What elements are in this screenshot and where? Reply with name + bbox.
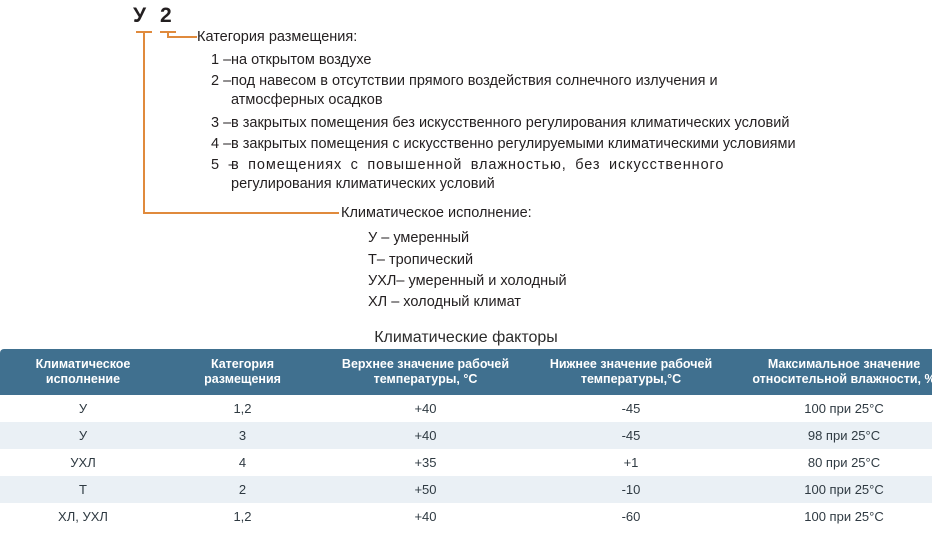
category-item-1-number: 1 – — [211, 52, 232, 68]
cell-lower-temp: -45 — [532, 422, 730, 449]
climate-item-3: УХЛ– умеренный и холодный — [368, 273, 567, 289]
table-header-upper-temp: Верхнее значение рабочей температуры, °С — [319, 349, 532, 395]
th3-line1: Нижнее значение рабочей — [549, 357, 713, 371]
th0-line1: Климатическое — [35, 357, 131, 371]
th0-line2: исполнение — [45, 372, 121, 386]
bracket-stem-climate — [143, 31, 145, 214]
cell-upper-temp: +50 — [319, 476, 532, 503]
table-header-climate-class: Климатическое исполнение — [0, 349, 166, 395]
cell-max-humidity: 98 при 25°С — [730, 422, 932, 449]
table-header-max-humidity: Максимальное значение относительной влаж… — [730, 349, 932, 395]
cell-climate-class: У — [0, 395, 166, 422]
table-header-lower-temp: Нижнее значение рабочей температуры,°С — [532, 349, 730, 395]
cell-max-humidity: 100 при 25°С — [730, 503, 932, 530]
category-item-4-text: в закрытых помещения с искусственно регу… — [231, 136, 796, 152]
cell-lower-temp: -60 — [532, 503, 730, 530]
table-row: Т 2 +50 -10 100 при 25°С — [0, 476, 932, 503]
category-item-5: 5 –в помещениях с повышенной влажностью,… — [211, 155, 724, 177]
category-item-3-text: в закрытых помещения без искусственного … — [231, 115, 790, 131]
category-item-1: 1 –на открытом воздухе — [211, 50, 372, 72]
cell-climate-class: ХЛ, УХЛ — [0, 503, 166, 530]
climate-item-1: У – умеренный — [368, 230, 470, 246]
th1-line1: Категория — [210, 357, 275, 371]
category-item-4: 4 –в закрытых помещения с искусственно р… — [211, 134, 796, 156]
cell-max-humidity: 100 при 25°С — [730, 476, 932, 503]
category-item-3: 3 –в закрытых помещения без искусственно… — [211, 113, 789, 135]
category-item-3-number: 3 – — [211, 115, 232, 131]
cell-max-humidity: 100 при 25°С — [730, 395, 932, 422]
cell-category: 1,2 — [166, 395, 319, 422]
th3-line2: температуры,°С — [580, 372, 682, 386]
climate-item-2: Т– тропический — [368, 252, 474, 268]
bracket-lead-climate — [327, 212, 339, 214]
th2-line2: температуры, °С — [373, 372, 478, 386]
table-row: У 3 +40 -45 98 при 25°С — [0, 422, 932, 449]
table-row: У 1,2 +40 -45 100 при 25°С — [0, 395, 932, 422]
bracket-base-climate — [143, 212, 333, 214]
th2-line1: Верхнее значение рабочей — [341, 357, 510, 371]
bracket-lead-category — [185, 36, 197, 38]
category-item-2-text: под навесом в отсутствии прямого воздейс… — [231, 73, 718, 89]
climate-item-4: ХЛ – холодный климат — [368, 294, 521, 310]
table-element: Климатическое исполнение Категория разме… — [0, 349, 932, 530]
cell-upper-temp: +40 — [319, 503, 532, 530]
cell-upper-temp: +40 — [319, 395, 532, 422]
cell-category: 1,2 — [166, 503, 319, 530]
cell-upper-temp: +40 — [319, 422, 532, 449]
category-item-2-number: 2 – — [211, 73, 232, 89]
category-item-2: 2 –под навесом в отсутствии прямого возд… — [211, 71, 718, 93]
bracket-arm-category — [167, 36, 189, 38]
table-title: Климатические факторы — [374, 329, 558, 346]
table-header-category: Категория размещения — [166, 349, 319, 395]
cell-category: 4 — [166, 449, 319, 476]
cell-category: 2 — [166, 476, 319, 503]
table-row: УХЛ 4 +35 +1 80 при 25°С — [0, 449, 932, 476]
cell-lower-temp: -45 — [532, 395, 730, 422]
cell-upper-temp: +35 — [319, 449, 532, 476]
category-item-5-text: в помещениях с повышенной влажностью, бе… — [231, 157, 725, 173]
cell-lower-temp: -10 — [532, 476, 730, 503]
cell-lower-temp: +1 — [532, 449, 730, 476]
th1-line2: размещения — [204, 372, 281, 386]
designation-climate-symbol: У — [133, 4, 147, 27]
cell-climate-class: У — [0, 422, 166, 449]
category-item-2-continuation: атмосферных осадков — [231, 92, 383, 108]
cell-category: 3 — [166, 422, 319, 449]
table-header-row: Климатическое исполнение Категория разме… — [0, 349, 932, 395]
climate-heading: Климатическое исполнение: — [341, 205, 532, 221]
bracket-stem-category — [167, 31, 169, 38]
cell-climate-class: Т — [0, 476, 166, 503]
category-item-5-number: 5 – — [211, 157, 238, 173]
category-item-4-number: 4 – — [211, 136, 232, 152]
cell-climate-class: УХЛ — [0, 449, 166, 476]
category-item-1-text: на открытом воздухе — [231, 52, 372, 68]
cell-max-humidity: 80 при 25°С — [730, 449, 932, 476]
category-item-5-continuation: регулирования климатических условий — [231, 176, 495, 192]
table-row: ХЛ, УХЛ 1,2 +40 -60 100 при 25°С — [0, 503, 932, 530]
th4-line2: относительной влажности, % — [752, 372, 932, 386]
table-body: У 1,2 +40 -45 100 при 25°С У 3 +40 -45 9… — [0, 395, 932, 530]
category-heading: Категория размещения: — [197, 29, 358, 45]
climate-factors-table: Климатическое исполнение Категория разме… — [0, 349, 932, 530]
table-head: Климатическое исполнение Категория разме… — [0, 349, 932, 395]
designation-category-symbol: 2 — [160, 4, 172, 27]
th4-line1: Максимальное значение — [767, 357, 921, 371]
